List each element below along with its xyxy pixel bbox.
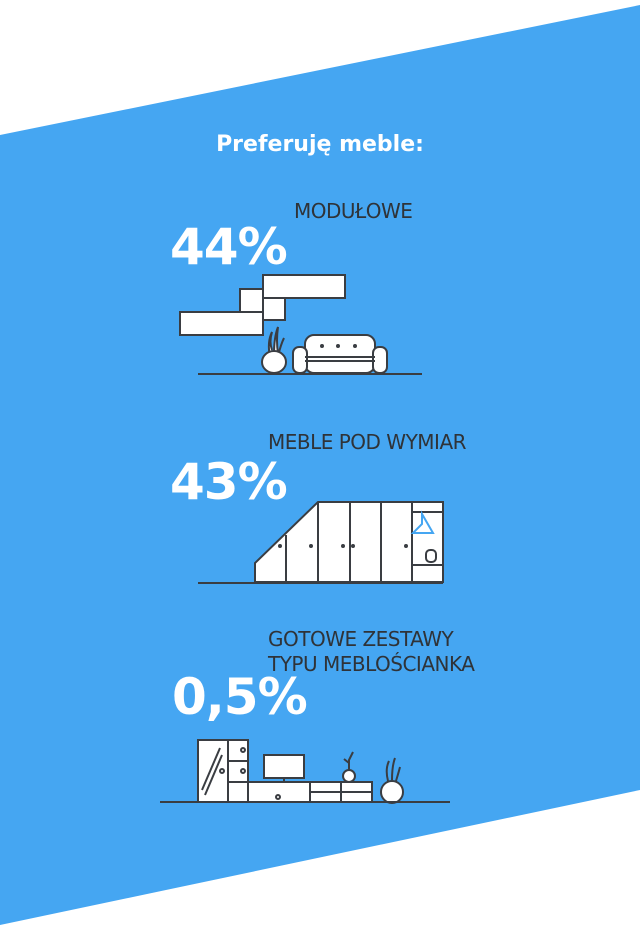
item-label-modular: MODUŁOWE xyxy=(294,199,413,223)
wall-unit-set-icon xyxy=(160,739,450,804)
item-percent-set: 0,5% xyxy=(172,668,308,726)
item-percent-custom: 43% xyxy=(170,453,288,511)
item-label-set-line1: GOTOWE ZESTAWY xyxy=(268,627,454,651)
modular-furniture-sofa-icon xyxy=(179,274,422,375)
item-percent-modular: 44% xyxy=(170,218,288,276)
item-label-custom: MEBLE POD WYMIAR xyxy=(268,430,467,454)
page-title: Preferuję meble: xyxy=(216,132,424,157)
custom-wardrobe-icon xyxy=(198,501,444,584)
item-label-set-line2: TYPU MEBLOŚCIANKA xyxy=(268,652,475,676)
